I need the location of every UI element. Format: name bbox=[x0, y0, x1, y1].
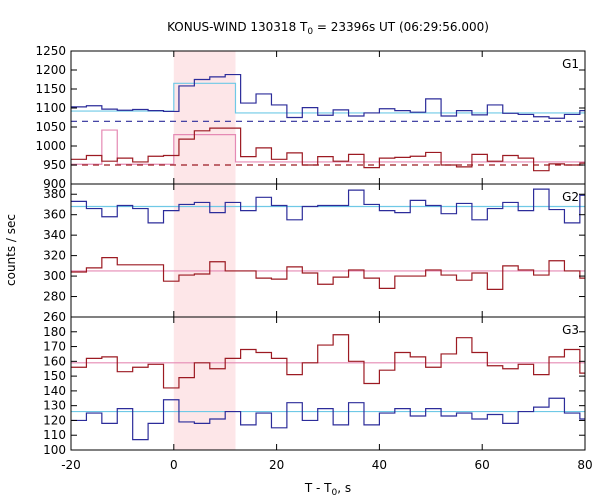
count-rate-step-series bbox=[71, 73, 585, 119]
y-tick-label: 120 bbox=[43, 413, 66, 427]
fit-line bbox=[71, 129, 585, 165]
panel-frame bbox=[70, 183, 586, 318]
y-tick-label: 1150 bbox=[35, 82, 66, 96]
y-tick-label: 340 bbox=[43, 228, 66, 242]
y-tick-label: 1250 bbox=[35, 44, 66, 58]
panel-series bbox=[71, 334, 585, 441]
y-tick-label: 180 bbox=[43, 325, 66, 339]
y-tick-label: 110 bbox=[43, 428, 66, 442]
y-tick-label: 1000 bbox=[35, 139, 66, 153]
y-tick-label: 1050 bbox=[35, 120, 66, 134]
panel-label: G1 bbox=[562, 57, 579, 71]
plot-area: 900950100010501100115012001250G126028030… bbox=[35, 44, 592, 472]
highlight-interval bbox=[173, 51, 236, 450]
y-tick-label: 950 bbox=[43, 158, 66, 172]
y-tick-label: 150 bbox=[43, 369, 66, 383]
y-axis-label: counts / sec bbox=[4, 214, 18, 286]
x-tick-label: 20 bbox=[269, 458, 284, 472]
fit-line bbox=[71, 82, 585, 114]
count-rate-step-series bbox=[71, 188, 585, 224]
y-tick-label: 1200 bbox=[35, 63, 66, 77]
panel-g1: 900 950 1000 1050 1100 1150 1200 1250 G1 bbox=[35, 44, 586, 191]
count-rate-step-series bbox=[71, 397, 585, 441]
x-tick-label: 80 bbox=[577, 458, 592, 472]
y-tick-label: 900 bbox=[43, 177, 66, 191]
y-tick-label: 360 bbox=[43, 208, 66, 222]
chart-title: KONUS-WIND 130318 T0 = 23396s UT (06:29:… bbox=[167, 20, 489, 37]
x-tick-label: 40 bbox=[372, 458, 387, 472]
panel-g2: 260 280 300 320 340 360 380 G2 bbox=[43, 183, 586, 324]
count-rate-step-series bbox=[71, 334, 585, 389]
x-tick-label: -20 bbox=[61, 458, 81, 472]
panel-frame bbox=[70, 316, 586, 451]
panel-series bbox=[71, 188, 585, 290]
y-tick-label: 160 bbox=[43, 354, 66, 368]
count-rate-step-series bbox=[71, 257, 585, 290]
y-tick-label: 380 bbox=[43, 187, 66, 201]
x-tick-label: 0 bbox=[170, 458, 178, 472]
y-tick-label: 300 bbox=[43, 269, 66, 283]
count-rate-step-series bbox=[71, 127, 585, 172]
x-axis-label: T - T0, s bbox=[304, 481, 351, 498]
y-tick-label: 1100 bbox=[35, 101, 66, 115]
panel-label: G3 bbox=[562, 323, 579, 337]
y-tick-label: 170 bbox=[43, 340, 66, 354]
y-tick-label: 260 bbox=[43, 310, 66, 324]
y-tick-label: 140 bbox=[43, 384, 66, 398]
y-tick-label: 130 bbox=[43, 399, 66, 413]
y-tick-label: 100 bbox=[43, 443, 66, 457]
panel-series bbox=[71, 73, 585, 172]
y-tick-label: 320 bbox=[43, 249, 66, 263]
panel-label: G2 bbox=[562, 190, 579, 204]
y-tick-label: 280 bbox=[43, 290, 66, 304]
x-tick-label: 60 bbox=[475, 458, 490, 472]
